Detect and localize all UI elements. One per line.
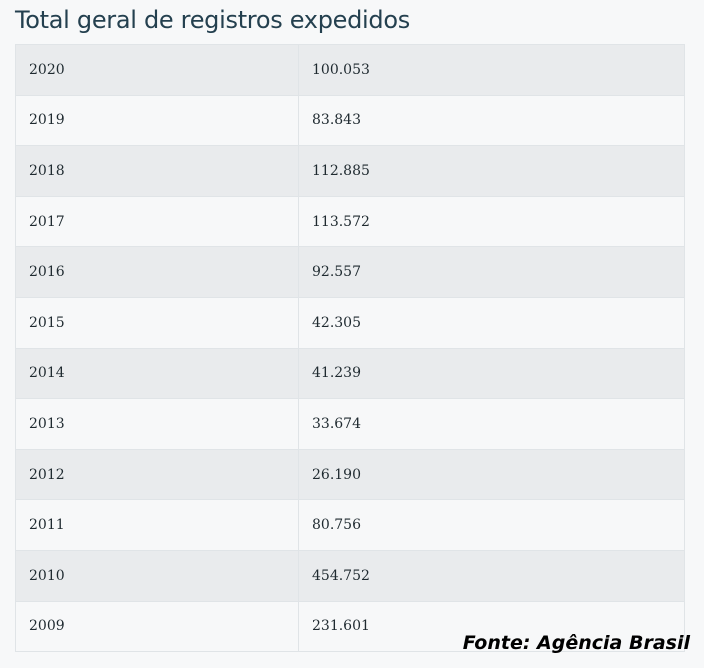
table-row: 2020 100.053 [16, 45, 685, 96]
table-row: 2017 113.572 [16, 196, 685, 248]
year-cell: 2016 [16, 247, 299, 297]
year-cell: 2015 [16, 297, 299, 348]
value-cell: 92.557 [299, 247, 685, 297]
source-credit: Fonte: Agência Brasil [462, 632, 690, 654]
year-cell: 2014 [16, 348, 299, 399]
value-cell: 26.190 [299, 449, 685, 500]
value-cell: 83.843 [299, 95, 685, 146]
table-row: 2012 26.190 [16, 449, 685, 501]
year-cell: 2013 [16, 399, 299, 449]
year-cell: 2020 [16, 45, 299, 95]
table-row: 2015 42.305 [16, 297, 685, 349]
table-row: 2009 231.601 [16, 601, 685, 653]
value-cell: 80.756 [299, 500, 685, 550]
year-cell: 2010 [16, 550, 299, 601]
value-cell: 454.752 [299, 550, 685, 601]
value-cell: 100.053 [299, 45, 685, 95]
value-cell: 231.601 [299, 601, 685, 652]
year-cell: 2019 [16, 95, 299, 146]
year-cell: 2018 [16, 146, 299, 196]
year-cell: 2009 [16, 601, 299, 652]
table-row: 2019 83.843 [16, 95, 685, 147]
value-cell: 41.239 [299, 348, 685, 399]
year-cell: 2012 [16, 449, 299, 500]
value-cell: 113.572 [299, 196, 685, 247]
value-cell: 112.885 [299, 146, 685, 196]
page-title: Total geral de registros expedidos [15, 6, 410, 34]
data-table: 2020 100.053 2019 83.843 2018 112.885 20… [15, 44, 685, 653]
table-row: 2010 454.752 [16, 550, 685, 602]
table-row: 2018 112.885 [16, 146, 685, 197]
value-cell: 33.674 [299, 399, 685, 449]
table-row: 2016 92.557 [16, 247, 685, 298]
table-row: 2014 41.239 [16, 348, 685, 400]
value-cell: 42.305 [299, 297, 685, 348]
year-cell: 2011 [16, 500, 299, 550]
table-row: 2011 80.756 [16, 500, 685, 551]
table-row: 2013 33.674 [16, 399, 685, 450]
year-cell: 2017 [16, 196, 299, 247]
